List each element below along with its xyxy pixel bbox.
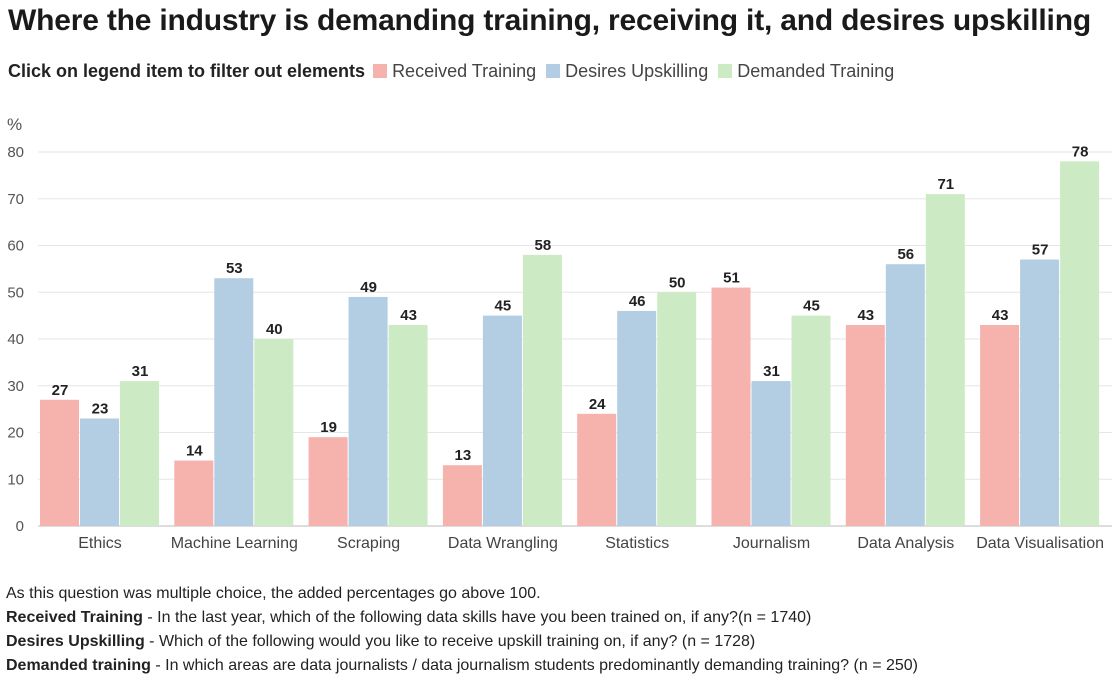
bar <box>442 465 482 526</box>
x-tick-label: Data Analysis <box>857 535 954 552</box>
x-tick-label: Ethics <box>78 535 122 552</box>
y-axis-label: % <box>7 115 22 134</box>
note-desires: Desires Upskilling - Which of the follow… <box>6 630 918 654</box>
data-label: 31 <box>132 363 149 380</box>
data-label: 43 <box>857 307 874 324</box>
bar <box>657 292 697 526</box>
bar <box>1060 161 1100 526</box>
bar <box>845 324 885 526</box>
bar <box>522 254 562 526</box>
bar <box>617 310 657 526</box>
x-tick-label: Scraping <box>337 535 400 552</box>
bar <box>791 315 831 526</box>
y-tick-label: 20 <box>7 425 24 442</box>
data-label: 23 <box>92 400 109 417</box>
x-tick-label: Data Visualisation <box>976 535 1104 552</box>
data-label: 71 <box>937 176 954 193</box>
data-label: 57 <box>1032 242 1049 259</box>
y-tick-label: 40 <box>7 331 24 348</box>
x-tick-label: Machine Learning <box>171 535 298 552</box>
data-label: 78 <box>1072 143 1089 160</box>
data-label: 50 <box>669 274 686 291</box>
chart-notes: As this question was multiple choice, th… <box>6 582 918 678</box>
data-label: 58 <box>535 237 552 254</box>
data-label: 46 <box>629 293 646 310</box>
data-label: 51 <box>723 270 740 287</box>
bar <box>40 399 79 526</box>
bar <box>348 296 388 526</box>
data-label: 13 <box>455 447 472 464</box>
x-tick-label: Data Wrangling <box>448 535 558 552</box>
data-label: 53 <box>226 260 243 277</box>
bar <box>885 264 925 526</box>
note-received-label: Received Training <box>6 609 143 626</box>
note-demanded: Demanded training - In which areas are d… <box>6 654 918 678</box>
x-tick-label: Journalism <box>733 535 810 552</box>
bar <box>120 381 159 526</box>
data-label: 45 <box>803 298 820 315</box>
legend-swatch-demanded <box>718 64 733 78</box>
data-label: 56 <box>897 246 914 263</box>
data-label: 43 <box>400 307 417 324</box>
bar <box>577 413 617 526</box>
data-label: 45 <box>495 298 512 315</box>
legend-swatch-received <box>373 64 388 78</box>
legend-label-desires: Desires Upskilling <box>565 60 709 81</box>
note-received: Received Training - In the last year, wh… <box>6 606 918 630</box>
y-tick-label: 60 <box>7 238 24 255</box>
legend-swatch-desires <box>546 64 561 78</box>
y-tick-label: 10 <box>7 471 24 488</box>
data-label: 19 <box>320 419 337 436</box>
data-label: 27 <box>52 382 69 399</box>
data-label: 49 <box>360 279 377 296</box>
note-demanded-text: - In which areas are data journalists / … <box>150 657 918 674</box>
bar <box>980 324 1020 526</box>
data-label: 24 <box>589 396 606 413</box>
note-desires-text: - Which of the following would you like … <box>144 633 756 650</box>
data-label: 40 <box>266 321 283 338</box>
legend-item-received-training[interactable]: Received Training <box>373 61 536 82</box>
legend: Click on legend item to filter out eleme… <box>8 58 904 84</box>
chart-title: Where the industry is demanding training… <box>8 4 1091 37</box>
y-tick-label: 80 <box>7 144 24 161</box>
note-demanded-label: Demanded training <box>6 657 151 674</box>
legend-hint: Click on legend item to filter out eleme… <box>8 60 366 81</box>
bar <box>388 324 428 526</box>
legend-item-desires-upskilling[interactable]: Desires Upskilling <box>546 61 708 82</box>
note-desires-label: Desires Upskilling <box>6 633 145 650</box>
y-tick-label: 0 <box>16 518 24 535</box>
data-label: 14 <box>186 443 203 460</box>
data-label: 43 <box>992 307 1009 324</box>
legend-label-received: Received Training <box>392 60 537 81</box>
note-multiple-choice: As this question was multiple choice, th… <box>6 585 541 602</box>
bar <box>482 315 522 526</box>
bar <box>80 418 119 526</box>
legend-label-demanded: Demanded Training <box>737 60 895 81</box>
data-label: 31 <box>763 363 780 380</box>
bar <box>174 460 214 526</box>
bar <box>254 339 294 526</box>
note-received-text: - In the last year, which of the followi… <box>142 609 812 626</box>
y-tick-label: 30 <box>7 378 24 395</box>
bar <box>711 287 751 526</box>
y-tick-label: 70 <box>7 191 24 208</box>
bar <box>308 437 348 526</box>
legend-item-demanded-training[interactable]: Demanded Training <box>718 61 894 82</box>
bar <box>1020 259 1060 526</box>
x-tick-label: Statistics <box>605 535 669 552</box>
bar <box>214 278 254 526</box>
bar <box>925 194 965 526</box>
bar-chart: % 0 10 20 30 40 50 60 70 80 27 23 31 Ethics 14 53 40 Mach… <box>7 115 1112 552</box>
y-tick-label: 50 <box>7 284 24 301</box>
bar <box>751 381 791 526</box>
